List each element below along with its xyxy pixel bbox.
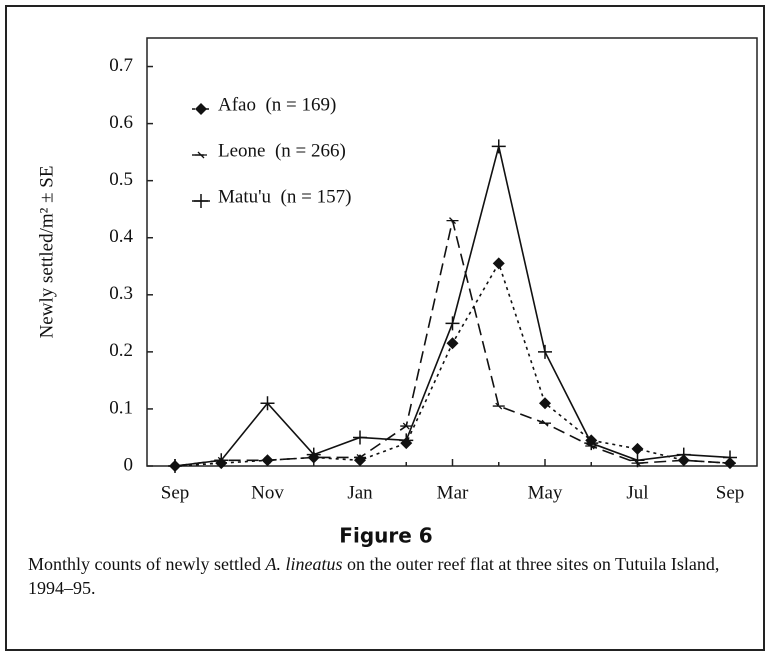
marker: [353, 430, 367, 445]
marker: [539, 419, 551, 427]
marker: [306, 447, 321, 462]
marker: [631, 442, 644, 455]
marker: [723, 450, 737, 465]
legend-label: Leone (n = 266): [218, 140, 346, 161]
marker: [492, 257, 505, 270]
legend-marker: [194, 194, 208, 208]
x-tick-label: Nov: [251, 482, 284, 503]
marker: [538, 344, 552, 359]
x-tick-label: Jan: [347, 482, 373, 503]
marker: [630, 453, 645, 468]
x-tick-label: May: [528, 482, 563, 503]
legend-marker: [195, 103, 207, 115]
y-tick-label: 0.1: [109, 397, 133, 418]
legend-label: Afao (n = 169): [218, 94, 336, 115]
legend-marker: [195, 151, 207, 159]
marker: [354, 454, 366, 467]
caption: Monthly counts of newly settled A. linea…: [28, 552, 748, 600]
x-tick-label: Mar: [437, 482, 469, 503]
caption-species: A. lineatus: [265, 554, 343, 574]
legend-label: Matu'u (n = 157): [218, 186, 351, 207]
y-tick-label: 0.7: [109, 55, 133, 76]
y-tick-label: 0: [124, 454, 134, 475]
marker: [168, 459, 182, 473]
marker: [399, 433, 414, 448]
y-tick-label: 0.4: [109, 226, 133, 247]
marker: [261, 456, 274, 464]
caption-text: Monthly counts of newly settled: [28, 554, 266, 574]
y-tick-label: 0.5: [109, 169, 133, 190]
figure-frame: [5, 5, 765, 651]
x-tick-label: Sep: [161, 482, 190, 503]
x-tick-label: Jul: [626, 482, 648, 503]
y-tick-label: 0.6: [109, 112, 133, 133]
x-tick-label: Sep: [716, 482, 745, 503]
y-axis-label: Newly settled/m² ± SE: [36, 166, 57, 339]
marker: [446, 217, 459, 225]
marker: [400, 422, 413, 430]
marker: [584, 436, 599, 451]
y-tick-label: 0.3: [109, 283, 133, 304]
marker: [539, 397, 551, 410]
marker: [354, 453, 366, 461]
marker: [676, 447, 691, 462]
series-line: [174, 261, 731, 467]
marker: [492, 402, 505, 410]
caption-text: on the outer reef flat at three sites on…: [28, 554, 720, 598]
marker: [214, 453, 229, 468]
marker: [260, 396, 275, 411]
y-tick-label: 0.2: [109, 340, 133, 361]
marker: [491, 139, 506, 154]
marker: [446, 337, 459, 350]
chart-title: Figure 6: [339, 524, 432, 548]
marker: [445, 316, 460, 331]
